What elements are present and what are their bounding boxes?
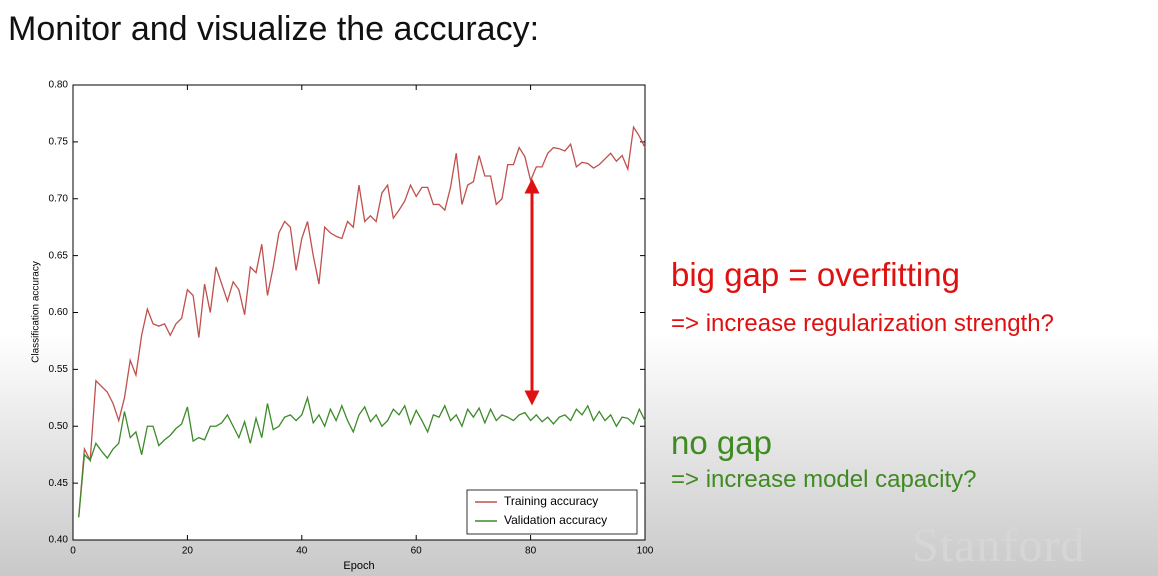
y-tick-label: 0.40	[49, 535, 69, 546]
x-tick-label: 60	[411, 546, 423, 557]
y-tick-label: 0.75	[49, 137, 69, 148]
x-tick-label: 80	[525, 546, 537, 557]
x-tick-label: 0	[70, 546, 76, 557]
y-tick-label: 0.80	[49, 80, 69, 91]
no-gap-note: no gap	[671, 424, 772, 461]
legend-label: Validation accuracy	[504, 513, 607, 527]
legend: Training accuracy Validation accuracy	[466, 489, 638, 535]
series-line	[78, 395, 646, 518]
overfit-advice: => increase regularization strength?	[671, 310, 1054, 337]
y-tick-label: 0.50	[49, 421, 69, 432]
series-line	[78, 125, 646, 518]
no-gap-advice: => increase model capacity?	[671, 466, 977, 493]
y-tick-label: 0.70	[49, 193, 69, 204]
x-tick-label: 40	[296, 546, 308, 557]
y-tick-label: 0.45	[49, 478, 69, 489]
y-tick-label: 0.55	[49, 364, 69, 375]
plot-area	[72, 84, 646, 541]
x-tick-label: 20	[182, 546, 194, 557]
overfit-note: big gap = overfitting	[671, 256, 960, 293]
y-tick-label: 0.65	[49, 250, 69, 261]
legend-box	[466, 489, 638, 535]
slide-title: Monitor and visualize the accuracy:	[8, 10, 540, 48]
y-tick-label: 0.60	[49, 307, 69, 318]
logo: Stanford	[912, 519, 1086, 572]
x-axis-label: Epoch	[343, 560, 374, 572]
x-tick-label: 100	[637, 546, 654, 557]
legend-label: Training accuracy	[504, 494, 598, 508]
y-axis-label: Classification accuracy	[31, 261, 42, 363]
